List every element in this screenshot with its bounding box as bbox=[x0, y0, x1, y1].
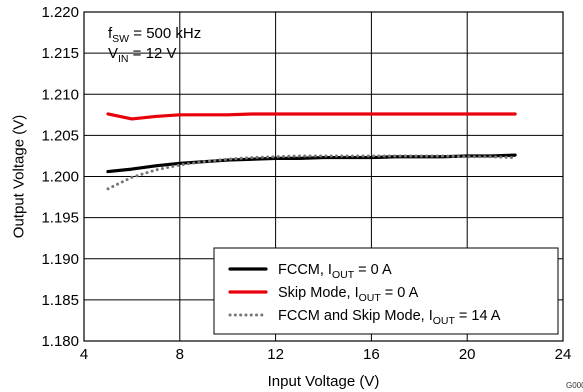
x-axis-label: Input Voltage (V) bbox=[268, 373, 380, 390]
y-tick-label: 1.205 bbox=[41, 127, 79, 144]
plot-frame bbox=[83, 11, 564, 342]
y-tick-label: 1.190 bbox=[41, 251, 79, 268]
y-tick-label: 1.200 bbox=[41, 169, 79, 186]
y-tick-label: 1.185 bbox=[41, 292, 79, 309]
y-tick-label: 1.180 bbox=[41, 333, 79, 350]
legend-entry: FCCM, IOUT = 0 A bbox=[278, 262, 392, 281]
figure-id: G000 bbox=[566, 381, 583, 390]
x-tick-label: 12 bbox=[267, 346, 284, 363]
annotation-fsw: fSW = 500 kHz bbox=[108, 25, 201, 45]
series-lines bbox=[106, 112, 517, 191]
y-tick-label: 1.210 bbox=[41, 86, 79, 103]
tick-labels: 4 8 12 16 20 24 1.180 1.185 1.190 1.195 1.200 1.205… bbox=[41, 4, 571, 363]
x-tick-label: 8 bbox=[176, 346, 184, 363]
x-tick-label: 24 bbox=[555, 346, 572, 363]
legend-box bbox=[213, 247, 559, 335]
y-tick-label: 1.215 bbox=[41, 45, 79, 62]
x-tick-label: 4 bbox=[80, 346, 88, 363]
series-line-3 bbox=[106, 154, 517, 191]
legend-entry: Skip Mode, IOUT = 0 A bbox=[278, 285, 419, 304]
series-line-2 bbox=[106, 112, 517, 121]
y-tick-label: 1.195 bbox=[41, 210, 79, 227]
legend-entry: FCCM and Skip Mode, IOUT = 14 A bbox=[278, 308, 501, 327]
legend: FCCM, IOUT = 0 A Skip Mode, IOUT = 0 A FCC… bbox=[213, 247, 559, 335]
x-tick-label: 16 bbox=[363, 346, 380, 363]
series-line-1 bbox=[106, 153, 517, 174]
y-tick-label: 1.220 bbox=[41, 4, 79, 21]
y-axis-label: Output Voltage (V) bbox=[10, 115, 27, 238]
x-tick-label: 20 bbox=[459, 346, 476, 363]
annotation-vin: VIN = 12 V bbox=[108, 45, 176, 65]
